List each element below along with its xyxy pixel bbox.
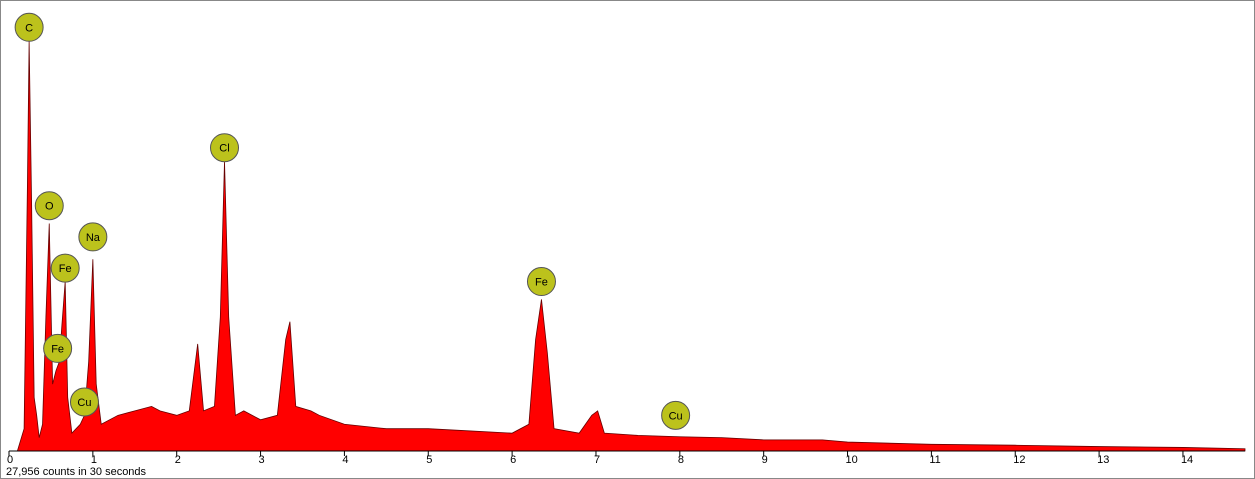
peak-label: Fe: [51, 343, 64, 355]
footer: 27,956 counts in 30 seconds: [6, 466, 147, 478]
x-tick-label: 9: [762, 454, 768, 466]
x-tick-label: 11: [929, 454, 940, 466]
peak-label: Fe: [535, 277, 548, 289]
peak-marker: [78, 222, 108, 252]
x-tick-label: 13: [1097, 454, 1109, 466]
x-tick-label: 12: [1013, 454, 1025, 466]
x-tick-label: 5: [426, 454, 432, 466]
x-tick-label: 0: [7, 454, 13, 466]
peak-marker: [526, 267, 556, 297]
peak-label: Cu: [669, 410, 683, 422]
x-tick-label: 1: [91, 454, 97, 466]
x-tick-label: 14: [1181, 454, 1193, 466]
spectrum: [9, 40, 1246, 452]
x-tick-label: 7: [594, 454, 600, 466]
x-tick-label: 2: [175, 454, 181, 466]
peak-marker: [69, 387, 99, 417]
peak-marker: [50, 253, 80, 283]
x-tick-label: 4: [342, 454, 348, 466]
peak-marker: [210, 133, 240, 163]
x-tick-label: 8: [678, 454, 684, 466]
peak-marker: [34, 191, 64, 221]
peak-label: C: [25, 22, 33, 34]
peak-marker: [14, 12, 44, 42]
peak-marker: [43, 333, 73, 363]
x-tick-label: 3: [259, 454, 265, 466]
x-tick-label: 6: [510, 454, 516, 466]
peak-label: O: [45, 201, 54, 213]
x-tick-label: 10: [846, 454, 858, 466]
peak-label: Fe: [59, 263, 72, 275]
peak-marker: [661, 400, 691, 430]
peak-label: Cl: [219, 143, 229, 155]
peak-label: Cu: [77, 397, 91, 409]
peak-label: Na: [86, 232, 101, 244]
